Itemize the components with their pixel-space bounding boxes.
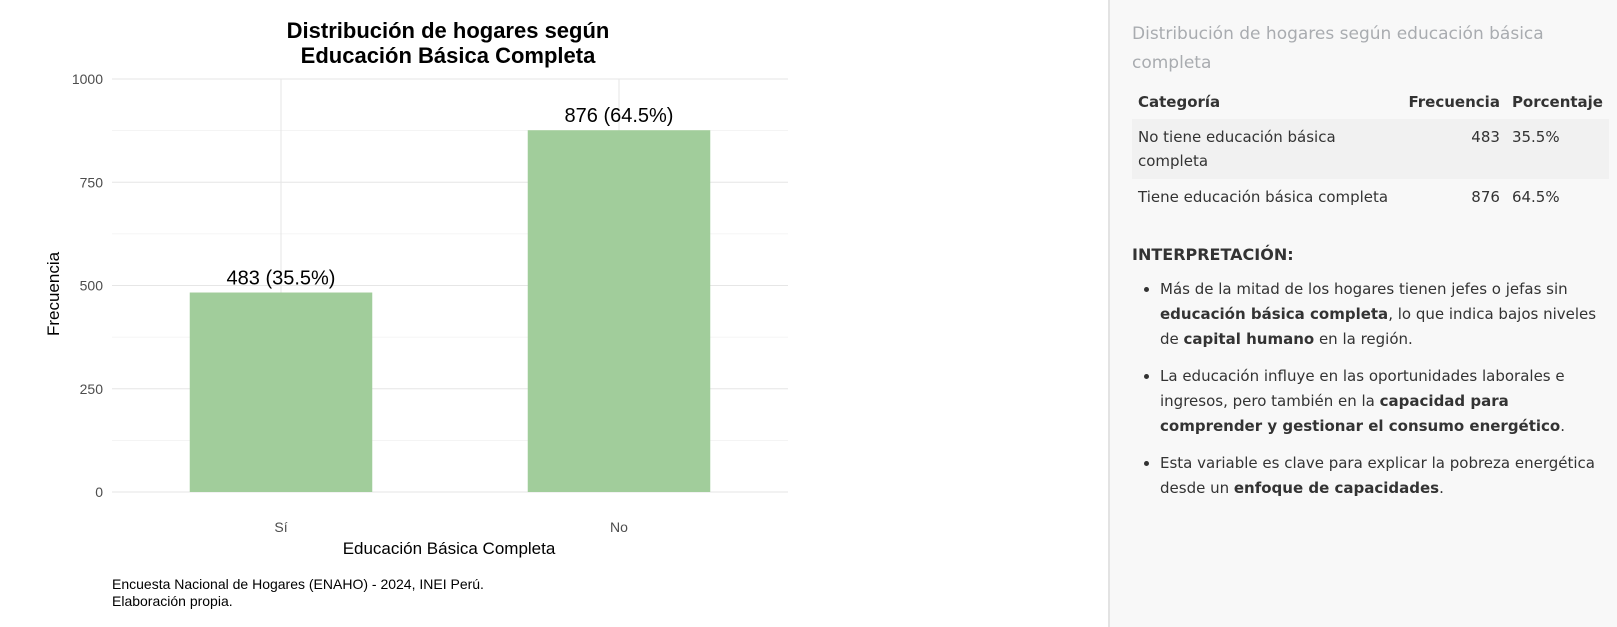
x-axis-ticks: Sí No <box>274 519 628 535</box>
bar-1 <box>189 292 373 492</box>
chart-area: 483 (35.5%) 876 (64.5%) 0 250 500 750 1000 Sí… <box>44 18 788 609</box>
bullet-bold: educación básica completa <box>1160 305 1389 323</box>
y-axis-ticks: 0 250 500 750 1000 <box>72 71 103 500</box>
header-frecuencia: Frecuencia <box>1408 93 1500 111</box>
y-tick-label: 750 <box>80 174 104 190</box>
bar-chart: 483 (35.5%) 876 (64.5%) 0 250 500 750 1000 Sí… <box>44 18 788 609</box>
bullet-text: . <box>1439 479 1444 497</box>
table-row: Tiene educación básica completa 876 64.5… <box>1132 179 1609 215</box>
bullet-bold: capacidad para comprender y gestionar el… <box>1160 392 1561 435</box>
panel-title: Distribución de hogares según educación … <box>1132 24 1544 73</box>
side-panel: Distribución de hogares según educación … <box>1110 0 1617 627</box>
x-axis-label: Educación Básica Completa <box>343 539 556 558</box>
bullet-text: La educación influye en las oportunidade… <box>1160 367 1565 410</box>
row-category: No tiene educación básica completa <box>1138 128 1336 170</box>
panel-divider <box>1108 0 1110 627</box>
interpretation-bullet: Más de la mitad de los hogares tienen je… <box>1160 277 1609 352</box>
y-tick-label: 0 <box>95 484 103 500</box>
row-frequency: 876 <box>1471 188 1500 206</box>
data-labels: 483 (35.5%) 876 (64.5%) <box>227 105 674 289</box>
interpretation-bullet: La educación influye en las oportunidade… <box>1160 364 1609 439</box>
bullet-bold: enfoque de capacidades <box>1233 479 1440 497</box>
chart-title-line2: Educación Básica Completa <box>301 43 596 68</box>
y-tick-label: 500 <box>80 278 104 294</box>
caption-line1: Encuesta Nacional de Hogares (ENAHO) - 2… <box>112 576 484 592</box>
row-category: Tiene educación básica completa <box>1138 188 1389 206</box>
caption-line2: Elaboración propia. <box>112 593 233 609</box>
frequency-table: Categoría Frecuencia Porcentaje No tiene… <box>1132 84 1609 215</box>
bar-2 <box>527 130 711 492</box>
bars <box>189 130 711 492</box>
bullet-bold: capital humano <box>1183 330 1315 348</box>
table-header-row: Categoría Frecuencia Porcentaje <box>1132 84 1609 119</box>
interpretation-bullet: Esta variable es clave para explicar la … <box>1160 451 1609 501</box>
y-tick-label: 250 <box>80 381 104 397</box>
interpretation-list: Más de la mitad de los hogares tienen je… <box>1132 277 1609 501</box>
bullet-text: en la región. <box>1314 330 1413 348</box>
row-frequency: 483 <box>1471 128 1500 146</box>
bullet-text: , lo que indica bajos niveles de <box>1160 305 1597 348</box>
bullet-text: . <box>1560 417 1566 435</box>
row-percentage: 35.5% <box>1511 128 1560 146</box>
data-label-1: 483 (35.5%) <box>227 268 336 290</box>
row-percentage: 64.5% <box>1511 188 1560 206</box>
interpretation-heading: INTERPRETACIÓN: <box>1132 245 1294 264</box>
bullet-text: Esta variable es clave para explicar la … <box>1160 454 1595 497</box>
bullet-text: Más de la mitad de los hogares tienen je… <box>1160 280 1568 298</box>
header-categoria: Categoría <box>1138 93 1221 111</box>
header-porcentaje: Porcentaje <box>1511 93 1603 111</box>
chart-title-line1: Distribución de hogares según <box>287 18 610 43</box>
data-label-2: 876 (64.5%) <box>565 105 674 127</box>
y-tick-label: 1000 <box>72 71 103 87</box>
y-axis-label: Frecuencia <box>44 251 63 336</box>
x-tick-label: No <box>610 519 628 535</box>
table-row: No tiene educación básica completa 483 3… <box>1132 119 1609 179</box>
x-tick-label: Sí <box>274 519 287 535</box>
